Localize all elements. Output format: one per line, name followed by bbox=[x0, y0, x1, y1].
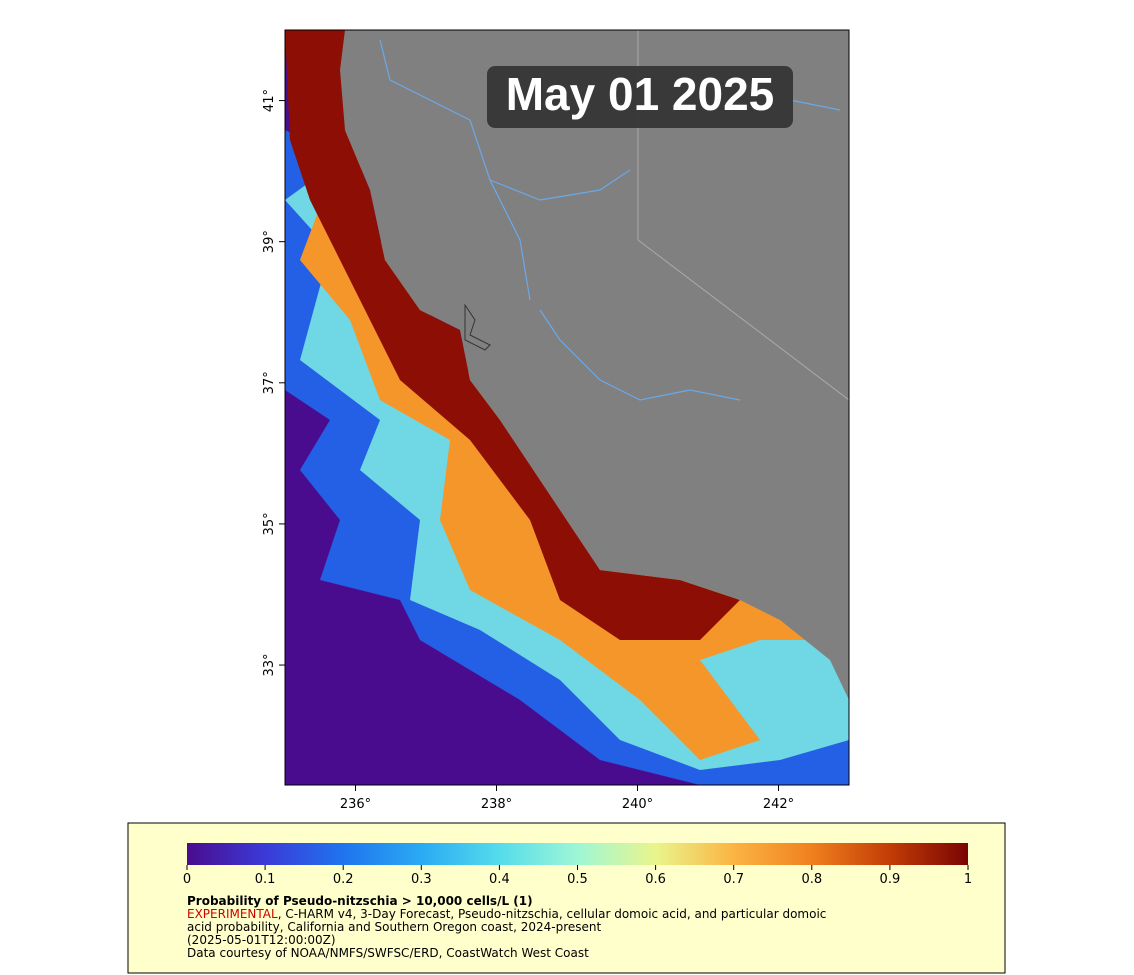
description-line: , C-HARM v4, 3-Day Forecast, Pseudo-nitz… bbox=[278, 907, 827, 921]
legend-credit: Data courtesy of NOAA/NMFS/SWFSC/ERD, Co… bbox=[187, 946, 589, 960]
land bbox=[340, 30, 849, 700]
y-tick-label: 41° bbox=[262, 89, 277, 112]
rivers bbox=[379, 39, 841, 401]
colorbar-tick-label: 0.7 bbox=[723, 872, 744, 887]
river bbox=[789, 99, 841, 111]
x-tick-label: 242° bbox=[763, 797, 794, 812]
river bbox=[379, 39, 531, 301]
y-tick-label: 35° bbox=[262, 512, 277, 535]
colorbar bbox=[187, 843, 968, 865]
colorbar-tick-label: 0 bbox=[183, 872, 191, 887]
ocean-darkred bbox=[285, 30, 740, 640]
y-tick-label: 37° bbox=[262, 371, 277, 394]
x-tick-label: 236° bbox=[340, 797, 371, 812]
colorbar-tick-label: 0.4 bbox=[489, 872, 510, 887]
map-area bbox=[285, 30, 849, 785]
experimental-flag: EXPERIMENTAL bbox=[187, 907, 278, 921]
y-tick-label: 39° bbox=[262, 230, 277, 253]
colorbar-tick-label: 0.9 bbox=[880, 872, 901, 887]
map-frame bbox=[284, 29, 850, 786]
date-label: May 01 2025 bbox=[506, 68, 775, 120]
bay bbox=[464, 303, 491, 351]
colorbar-tick-label: 0.1 bbox=[255, 872, 276, 887]
colorbar-tick-label: 0.2 bbox=[333, 872, 354, 887]
x-tick-label: 238° bbox=[481, 797, 512, 812]
colorbar-tick-label: 1 bbox=[964, 872, 972, 887]
legend-description: EXPERIMENTAL, C-HARM v4, 3-Day Forecast,… bbox=[187, 907, 826, 921]
colorbar-tick-label: 0.8 bbox=[801, 872, 822, 887]
colorbar-tick-label: 0.3 bbox=[411, 872, 432, 887]
colorbar-tick-label: 0.5 bbox=[567, 872, 588, 887]
description-line: acid probability, California and Souther… bbox=[187, 920, 601, 934]
river bbox=[489, 169, 631, 201]
date-box bbox=[487, 66, 793, 128]
river bbox=[539, 309, 741, 401]
y-tick-label: 33° bbox=[262, 654, 277, 677]
legend-time: (2025-05-01T12:00:00Z) bbox=[187, 933, 336, 947]
x-tick-label: 240° bbox=[622, 797, 653, 812]
legend-title: Probability of Pseudo-nitzschia > 10,000… bbox=[187, 894, 533, 908]
colorbar-tick-label: 0.6 bbox=[645, 872, 666, 887]
